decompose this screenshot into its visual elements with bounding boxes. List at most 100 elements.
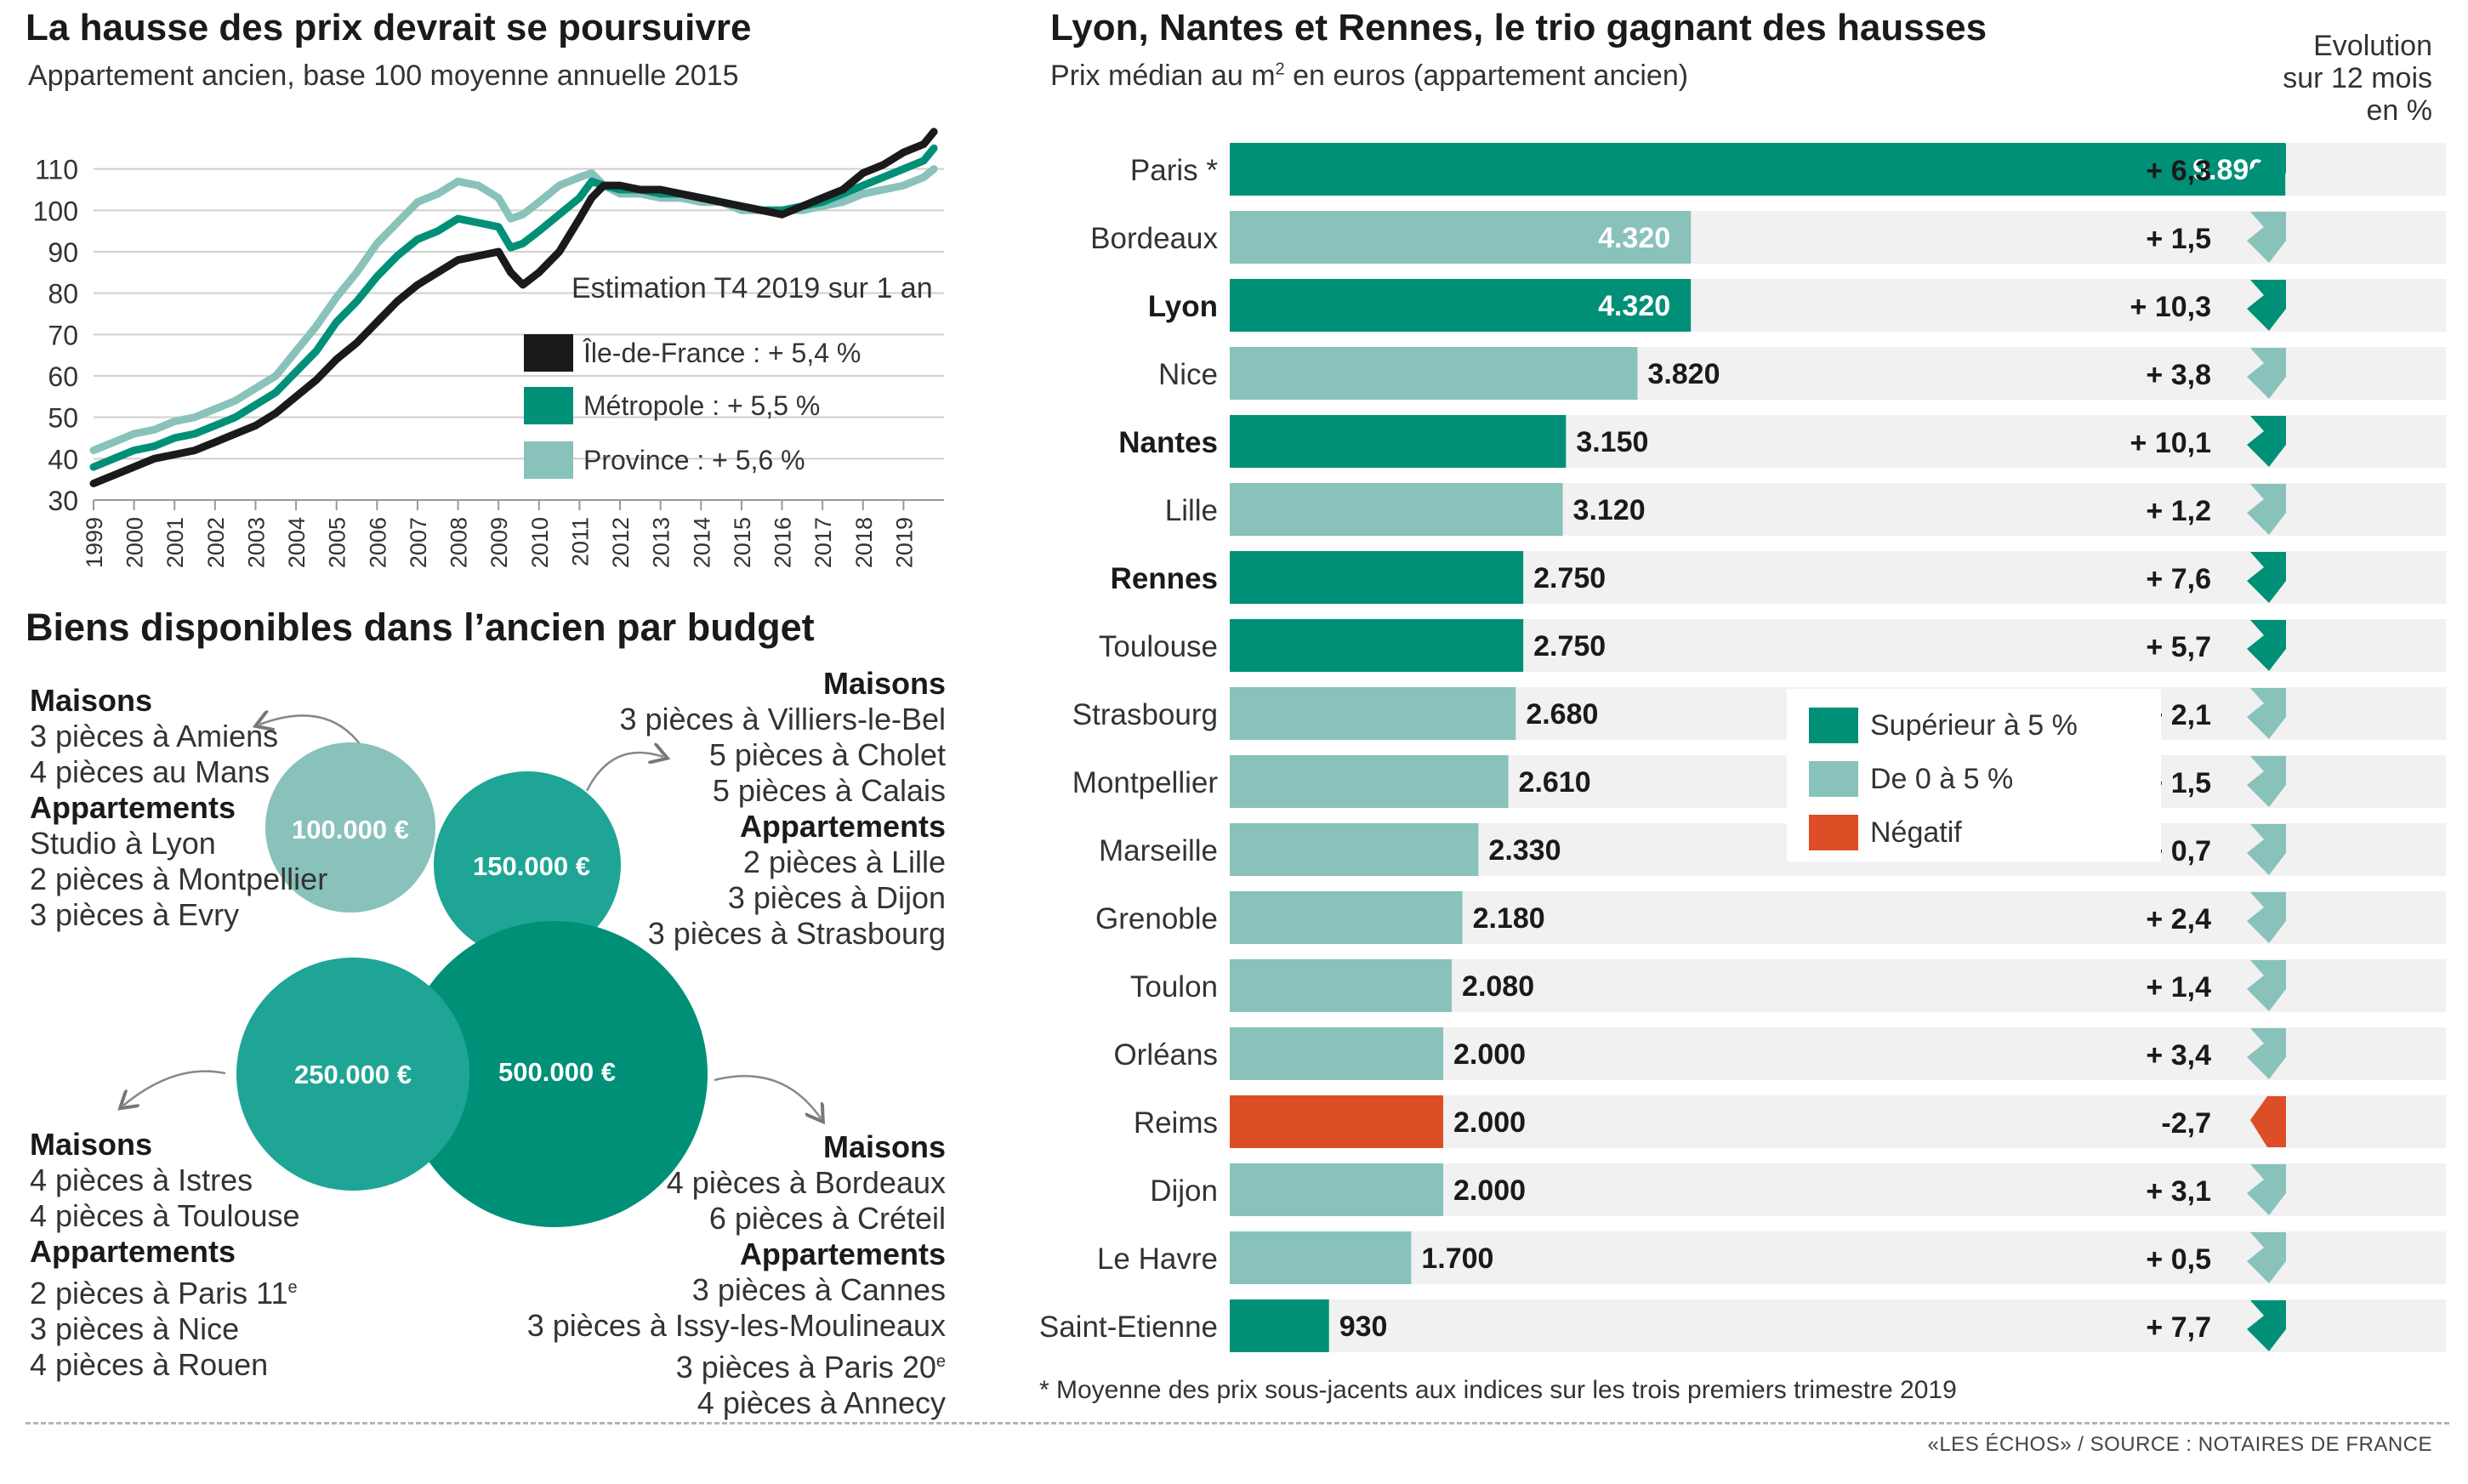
legend-swatch-province	[524, 441, 573, 479]
bar-value-label: 3.150	[1576, 426, 1648, 458]
budget-category-heading: Appartements	[739, 809, 946, 844]
bar-row: Toulon 2.080 + 1,4	[1130, 959, 2446, 1012]
budget-item: 6 pièces à Créteil	[708, 1201, 946, 1236]
budget-item: 4 pièces à Rouen	[30, 1347, 269, 1382]
bar-value-label: 2.000	[1453, 1174, 1526, 1207]
up-arrow-icon	[2247, 1300, 2286, 1351]
bar-value-label: 2.680	[1526, 698, 1598, 731]
line-chart-x-tick: 2000	[122, 517, 148, 568]
bar-row: Strasbourg 2.680 + 2,1	[1072, 687, 2446, 740]
budget-block-100k: Maisons 3 pièces à Amiens 4 pièces au Mans…	[30, 683, 327, 933]
up-arrow-icon	[2247, 1232, 2286, 1283]
line-chart-y-tick: 80	[48, 279, 78, 310]
bar-category-label: Reims	[1134, 1106, 1218, 1140]
bar-value-label: 4.320	[1598, 222, 1670, 254]
line-chart-x-tick: 2019	[891, 517, 917, 568]
bar-chart-title: Lyon, Nantes et Rennes, le trio gagnant …	[1050, 7, 1987, 48]
circle-150k	[434, 771, 621, 958]
bar-value-label: 2.750	[1533, 630, 1606, 662]
bar-category-label: Lille	[1165, 494, 1218, 527]
budget-item: 3 pièces à Amiens	[30, 719, 279, 753]
line-chart-x-tick: 2015	[730, 517, 755, 568]
line-chart-y-ticks: 30 40 50 60 70 80 90 100 110	[33, 155, 78, 516]
circle-100k	[265, 742, 435, 913]
bar-value-label: 3.820	[1647, 358, 1720, 390]
evolution-value: + 1,5	[2146, 223, 2211, 255]
legend-item-high: Supérieur à 5 %	[1809, 708, 2078, 743]
budget-category-heading: Maisons	[30, 1127, 153, 1162]
budget-item: 4 pièces à Toulouse	[30, 1198, 300, 1233]
line-chart-x-tick: 2014	[689, 517, 714, 568]
line-chart-x-tick: 1999	[82, 517, 107, 568]
arrow-500k	[714, 1075, 821, 1118]
up-arrow-icon	[2247, 484, 2286, 535]
bar-row: Saint-Etienne 930 + 7,7	[1039, 1299, 2446, 1352]
evolution-header-line3: en %	[2366, 94, 2433, 127]
circle-500k	[401, 921, 708, 1227]
line-chart-x-tick: 2007	[406, 517, 431, 568]
line-chart-x-tick: 2006	[365, 517, 390, 568]
legend-item-negative: Négatif	[1809, 815, 1962, 850]
line-chart-x-tick: 2011	[567, 517, 593, 566]
bar	[1230, 483, 1563, 536]
evolution-value: -2,7	[2161, 1107, 2211, 1140]
bar	[1230, 211, 1692, 264]
evolution-value: + 7,7	[2146, 1311, 2211, 1344]
line-legend-title: Estimation T4 2019 sur 1 an	[572, 272, 933, 304]
line-chart-x-tick: 2012	[608, 517, 634, 568]
budget-item: 3 pièces à Paris 20e	[675, 1350, 946, 1384]
evolution-value: + 6,3	[2146, 155, 2211, 187]
bar-category-label: Nice	[1158, 358, 1218, 391]
up-arrow-icon	[2247, 1164, 2286, 1215]
up-arrow-icon	[2247, 824, 2286, 875]
bar-row: Orléans 2.000 + 3,4	[1113, 1027, 2446, 1080]
line-series--le-de-france	[89, 128, 938, 487]
budget-category-heading: Appartements	[30, 790, 236, 825]
bar-chart-subtitle: Prix médian au m2 en euros (appartement …	[1050, 60, 1689, 92]
legend-swatch-high	[1809, 708, 1858, 743]
evolution-value: + 3,4	[2146, 1039, 2211, 1072]
bar-category-label: Toulouse	[1099, 630, 1218, 663]
line-chart-y-tick: 110	[35, 155, 78, 185]
legend-swatch-negative	[1809, 815, 1858, 850]
legend-label-negative: Négatif	[1870, 816, 1962, 849]
budget-item: 3 pièces à Nice	[30, 1311, 240, 1346]
budget-category-heading: Maisons	[30, 683, 153, 718]
line-chart-y-tick: 90	[48, 237, 78, 268]
budget-category-heading: Appartements	[30, 1234, 236, 1269]
line-chart-x-tick: 2004	[284, 517, 310, 568]
down-arrow-icon	[2250, 1096, 2286, 1147]
line-chart-x-tick: 2009	[486, 517, 512, 568]
legend-swatch-metropole	[524, 387, 573, 424]
bar-category-label: Saint-Etienne	[1039, 1311, 1218, 1344]
bar	[1230, 415, 1567, 468]
line-chart-x-tick: 2010	[527, 517, 553, 568]
budget-item: 4 pièces à Bordeaux	[666, 1165, 946, 1200]
circle-label-250k: 250.000 €	[294, 1060, 412, 1089]
legend-swatch-idf	[524, 334, 573, 372]
line-chart-y-tick: 100	[33, 196, 78, 226]
bar-category-label: Marseille	[1099, 834, 1218, 867]
bar-row: Lyon 4.320 + 10,3	[1148, 279, 2446, 332]
legend-item-low: De 0 à 5 %	[1809, 761, 2013, 797]
line-chart-series	[89, 128, 938, 487]
line-chart-y-tick: 70	[48, 320, 78, 350]
budget-block-150k: Maisons 3 pièces à Villiers-le-Bel 5 pièce…	[619, 666, 946, 952]
bar-category-label: Dijon	[1150, 1174, 1218, 1208]
legend-label-province: Province : + 5,6 %	[583, 444, 805, 475]
evolution-header-line1: Evolution	[2313, 30, 2432, 62]
line-chart-x-tick: 2018	[851, 517, 877, 568]
budget-item: 5 pièces à Cholet	[708, 737, 946, 772]
bar-footnote: * Moyenne des prix sous-jacents aux indi…	[1039, 1376, 1957, 1404]
legend-item-province: Province : + 5,6 %	[524, 433, 861, 487]
legend-label-idf: Île-de-France : + 5,4 %	[583, 337, 862, 368]
arrow-100k	[259, 715, 367, 753]
bar	[1230, 143, 2286, 196]
bar-row: Toulouse 2.750 + 5,7	[1099, 619, 2446, 672]
bar	[1230, 551, 1524, 604]
evolution-value: + 7,6	[2146, 563, 2211, 595]
up-arrow-icon	[2247, 756, 2286, 807]
bar-value-label: 1.700	[1421, 1242, 1493, 1275]
line-chart-y-tick: 60	[48, 361, 78, 392]
bar-category-label: Nantes	[1118, 426, 1218, 459]
